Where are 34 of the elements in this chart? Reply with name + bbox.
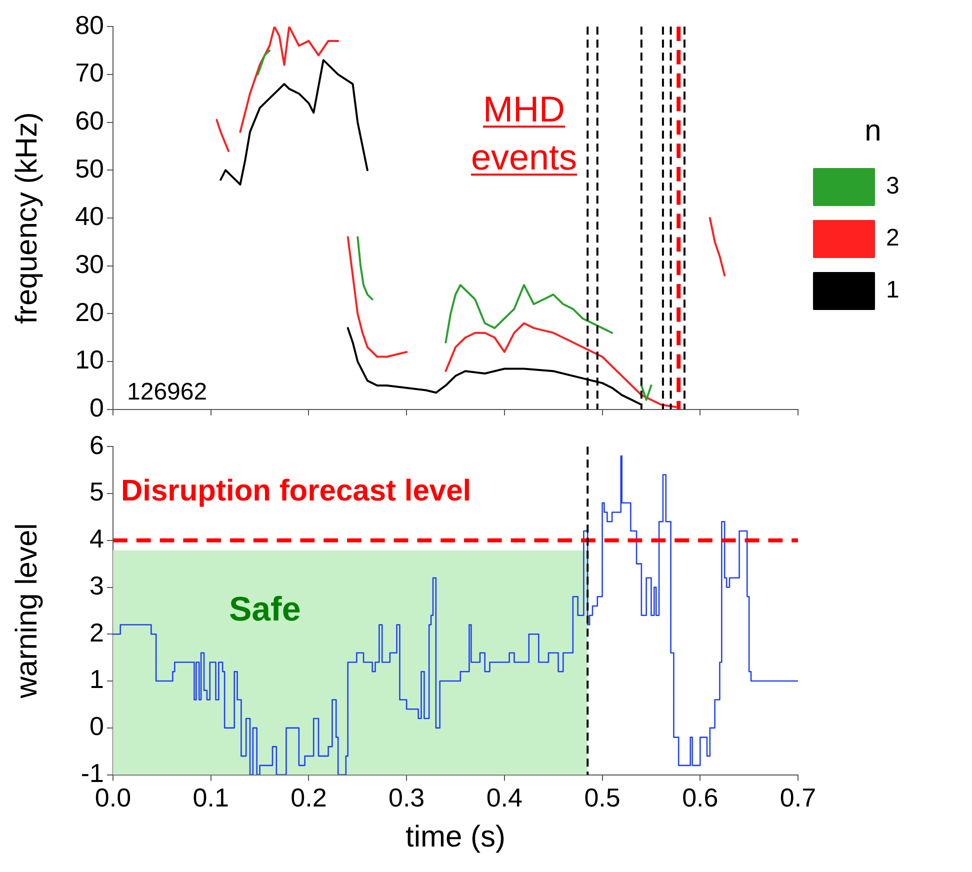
x-axis-title: time (s)	[406, 820, 506, 854]
y-tick-label: 1	[90, 664, 104, 694]
x-tick-label: 0.3	[388, 782, 425, 813]
y-tick-label: 4	[90, 524, 104, 554]
y-tick-label: 5	[90, 476, 104, 507]
annotation: 126962	[127, 378, 208, 406]
ref-line-label: Disruption forecast level	[121, 474, 472, 508]
x-tick-label: 0.6	[682, 782, 718, 813]
y-tick-label: 0	[90, 392, 104, 423]
x-tick-label: 0.7	[780, 782, 816, 813]
legend-title: n	[864, 114, 882, 148]
y-tick-label: 50	[75, 153, 104, 184]
y-tick-label: 2	[90, 617, 104, 648]
x-tick-label: 0.4	[486, 782, 523, 813]
band-label: Safe	[228, 590, 301, 628]
annotation: MHD events	[470, 88, 578, 178]
y-tick-label: 80	[75, 10, 104, 40]
legend-label: 2	[886, 224, 900, 252]
y-tick-label: 6	[90, 430, 104, 460]
y-tick-label: 60	[75, 105, 104, 136]
x-tick-label: 0.2	[290, 782, 327, 813]
y-tick-label: 30	[75, 249, 104, 280]
y-tick-label: 10	[75, 344, 104, 375]
y-axis-title: frequency (kHz)	[10, 112, 44, 324]
y-tick-label: 0	[90, 711, 104, 742]
y-tick-label: 20	[75, 296, 104, 327]
x-tick-label: 0.1	[192, 782, 229, 813]
legend-label: 3	[886, 172, 900, 200]
y-tick-label: 70	[75, 58, 104, 88]
legend-label: 1	[886, 276, 900, 304]
y-tick-label: 3	[90, 570, 104, 600]
x-tick-label: 0.5	[584, 782, 620, 813]
y-tick-label: 40	[75, 201, 104, 232]
y-axis-title: warning level	[10, 523, 44, 700]
